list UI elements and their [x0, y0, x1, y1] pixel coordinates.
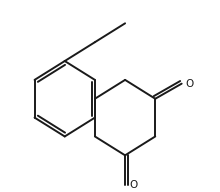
Text: O: O [129, 180, 138, 190]
Text: O: O [186, 79, 194, 89]
